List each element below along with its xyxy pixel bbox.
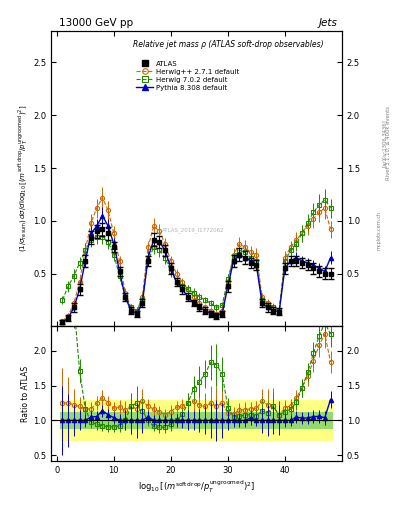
Text: Rivet 3.1.10; ≥ 400k events: Rivet 3.1.10; ≥ 400k events: [386, 106, 391, 180]
Text: Jets: Jets: [319, 18, 338, 28]
Text: [arXiv:1306.3436]: [arXiv:1306.3436]: [381, 119, 386, 167]
Text: ATLAS_2019_I1772062: ATLAS_2019_I1772062: [162, 228, 224, 233]
Text: 13000 GeV pp: 13000 GeV pp: [59, 18, 133, 28]
Y-axis label: $(1/\sigma_{\rm resum})\,d\sigma/d\log_{10}[(m^{\rm soft\,drop}/p_T^{\rm ungroom: $(1/\sigma_{\rm resum})\,d\sigma/d\log_{…: [17, 105, 30, 252]
Y-axis label: Ratio to ATLAS: Ratio to ATLAS: [21, 366, 30, 422]
X-axis label: $\log_{10}[(m^{\rm soft\,drop}/p_T^{\rm ungroomed})^2]$: $\log_{10}[(m^{\rm soft\,drop}/p_T^{\rm …: [138, 479, 255, 495]
Legend: ATLAS, Herwig++ 2.7.1 default, Herwig 7.0.2 default, Pythia 8.308 default: ATLAS, Herwig++ 2.7.1 default, Herwig 7.…: [133, 58, 242, 94]
Text: mcplots.cern.ch: mcplots.cern.ch: [376, 211, 381, 250]
Text: Relative jet mass ρ (ATLAS soft-drop observables): Relative jet mass ρ (ATLAS soft-drop obs…: [132, 39, 323, 49]
